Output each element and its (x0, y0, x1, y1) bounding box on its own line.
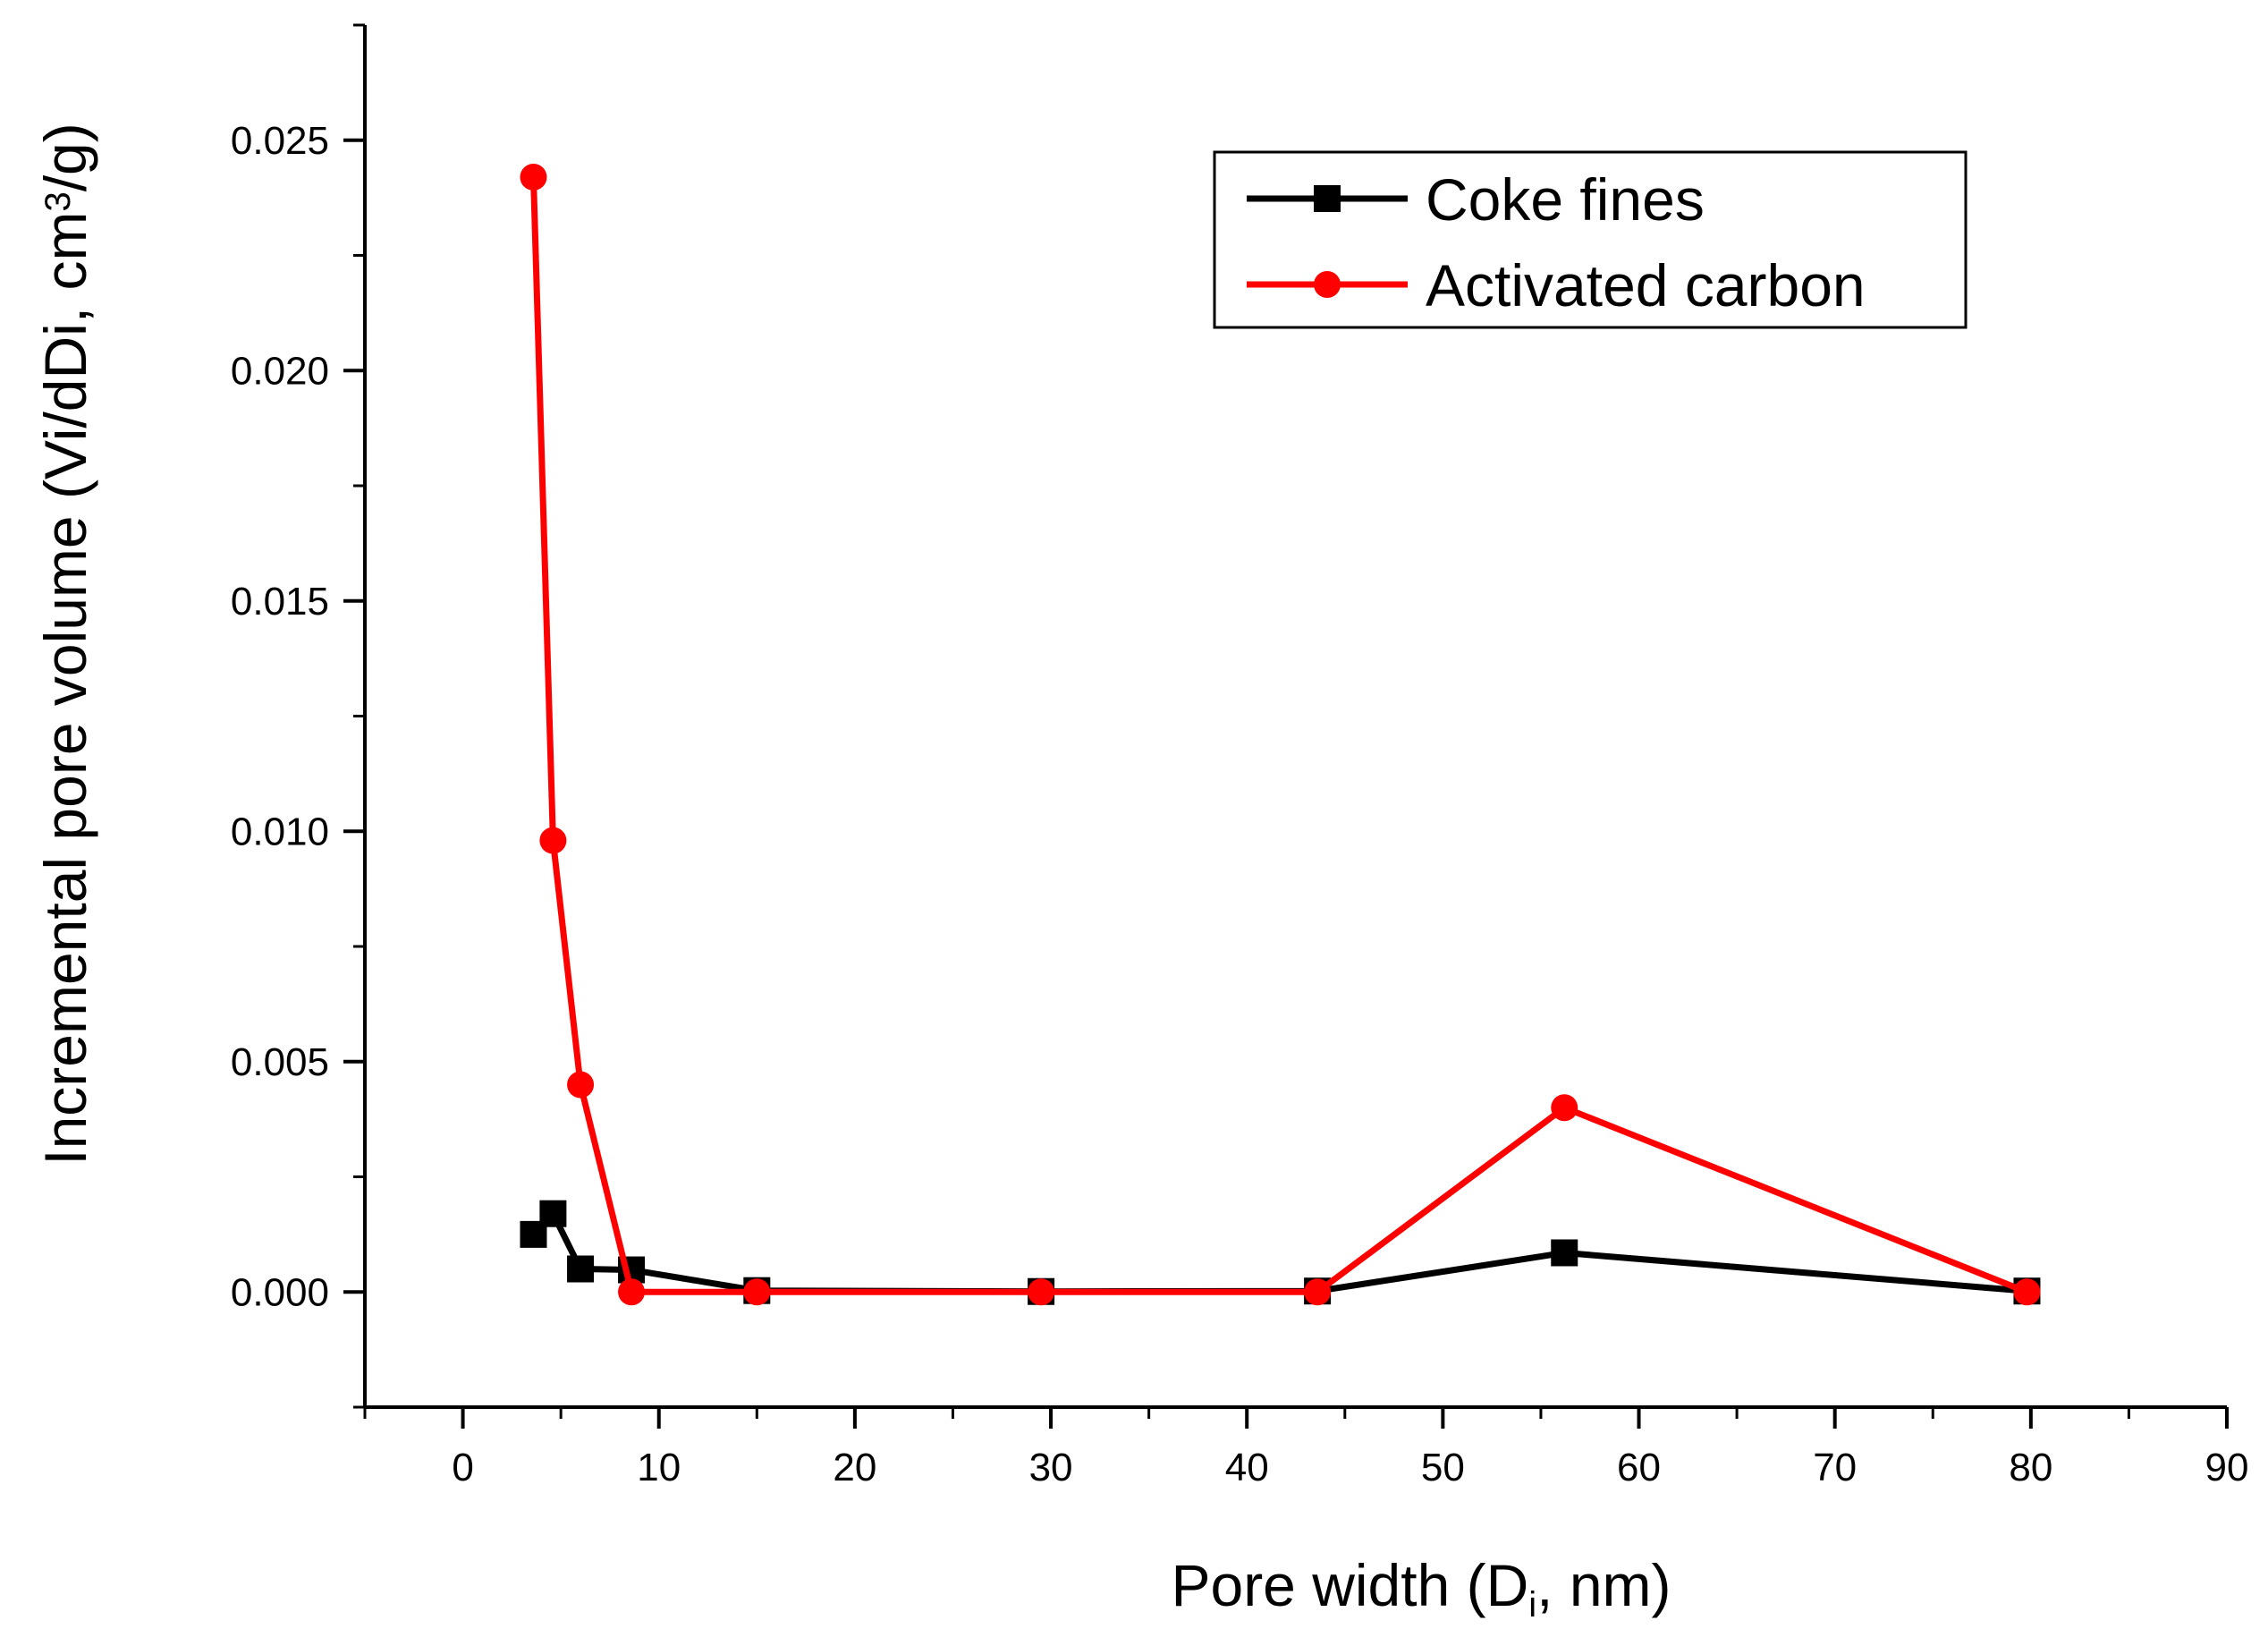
series-activated-carbon (520, 163, 2041, 1306)
data-point (539, 827, 567, 854)
y-tick-label: 0.025 (231, 119, 329, 163)
legend-label: Coke fines (1426, 166, 1705, 233)
data-point (1551, 1239, 1578, 1267)
data-point (520, 163, 547, 191)
y-tick-label: 0.015 (231, 580, 329, 624)
x-tick-label: 30 (1029, 1446, 1073, 1489)
data-point (567, 1255, 595, 1283)
x-axis-title: Pore width (Di, nm) (1171, 1552, 1671, 1625)
legend-item: Activated carbon (1247, 252, 1866, 318)
x-tick-label: 90 (2205, 1446, 2249, 1489)
x-tick-label: 40 (1225, 1446, 1269, 1489)
y-tick-label: 0.005 (231, 1040, 329, 1084)
x-tick-label: 50 (1421, 1446, 1465, 1489)
x-tick-label: 10 (637, 1446, 681, 1489)
y-axis-title: Incremental pore volume (Vi/dDi, cm3/g) (32, 123, 98, 1165)
y-tick-label: 0.010 (231, 810, 329, 853)
data-point (743, 1278, 771, 1306)
x-tick-label: 20 (833, 1446, 876, 1489)
data-point (2013, 1278, 2041, 1306)
data-point (1028, 1278, 1055, 1306)
series-layer (520, 163, 2041, 1306)
legend: Coke fines Activated carbon (1213, 150, 1968, 329)
x-tick-label: 70 (1813, 1446, 1857, 1489)
legend-box (1213, 150, 1968, 329)
x-tick-label: 0 (452, 1446, 473, 1489)
axes: 0 10 20 30 40 50 60 70 80 90 0.000 0.005 0.010 0.015 0… (231, 23, 2249, 1489)
x-tick-label: 80 (2009, 1446, 2052, 1489)
legend-label: Activated carbon (1426, 252, 1866, 318)
legend-item: Coke fines (1247, 166, 1705, 233)
data-point (539, 1200, 567, 1227)
data-point (1551, 1094, 1578, 1122)
legend-marker (1314, 271, 1341, 298)
y-tick-label: 0.000 (231, 1270, 329, 1314)
legend-marker (1314, 185, 1341, 212)
x-tick-label: 60 (1617, 1446, 1661, 1489)
series-line (529, 176, 2028, 1295)
data-point (567, 1071, 595, 1099)
y-tick-label: 0.020 (231, 349, 329, 393)
data-point (618, 1278, 646, 1306)
data-point (1304, 1278, 1332, 1306)
